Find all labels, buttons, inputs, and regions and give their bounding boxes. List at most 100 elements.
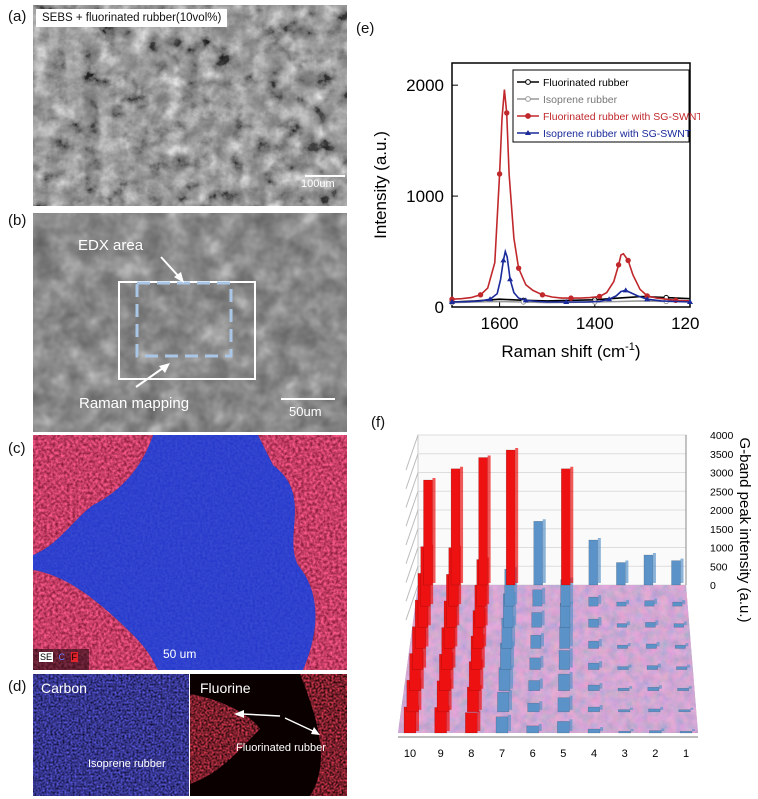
bar-side bbox=[570, 601, 574, 626]
bar-side bbox=[598, 617, 602, 626]
bar-side bbox=[600, 727, 603, 731]
panel-c-edx-map: 50 um SE C F bbox=[33, 435, 347, 670]
x-tick-label: 5 bbox=[560, 748, 566, 760]
bar bbox=[617, 687, 630, 691]
bar-side bbox=[515, 448, 519, 583]
edx-overlay-map bbox=[33, 435, 347, 670]
series-point bbox=[596, 293, 603, 300]
bar-side bbox=[661, 728, 665, 731]
side-grid-line bbox=[405, 528, 419, 564]
bar-side bbox=[652, 553, 656, 583]
bar-side bbox=[569, 648, 573, 668]
bar-side bbox=[487, 455, 491, 583]
series-point bbox=[507, 276, 514, 282]
y-axis-label: G-band peak intensity (a.u.) bbox=[736, 437, 753, 622]
y-tick-label: 2500 bbox=[710, 486, 734, 498]
bar-side bbox=[599, 661, 603, 668]
bar bbox=[644, 600, 655, 607]
bar bbox=[465, 712, 478, 734]
bar-side bbox=[538, 723, 542, 731]
bar bbox=[533, 521, 543, 586]
bar bbox=[530, 634, 542, 649]
bar-side bbox=[688, 686, 692, 689]
bar bbox=[616, 562, 626, 586]
series-point bbox=[515, 265, 522, 271]
bar-side bbox=[484, 583, 488, 626]
bar-side bbox=[569, 624, 573, 647]
y-tick-label: 3000 bbox=[710, 468, 734, 480]
bar-side bbox=[690, 707, 694, 710]
bar-side bbox=[483, 608, 487, 647]
bar bbox=[678, 709, 691, 713]
x-tick-label: 1600 bbox=[481, 314, 519, 333]
bar-side bbox=[598, 639, 602, 647]
y-tick-label: 4000 bbox=[710, 430, 734, 442]
bar-side bbox=[628, 664, 632, 668]
y-axis-label: Intensity (a.u.) bbox=[371, 131, 390, 239]
optical-micrograph bbox=[33, 5, 347, 206]
bar bbox=[643, 554, 654, 586]
bar-side bbox=[450, 652, 454, 689]
bar-side bbox=[539, 701, 543, 710]
bar bbox=[423, 479, 433, 586]
legend-f: F bbox=[70, 652, 79, 662]
bar-side bbox=[626, 600, 630, 605]
panel-e-label: (e) bbox=[356, 20, 375, 37]
series-point bbox=[622, 287, 629, 293]
side-grid-line bbox=[405, 584, 419, 621]
bar-side bbox=[539, 678, 543, 689]
bar-side bbox=[570, 577, 574, 605]
legend-marker bbox=[525, 96, 531, 102]
y-tick-label: 2000 bbox=[406, 76, 444, 95]
bar bbox=[588, 662, 600, 670]
bar bbox=[527, 702, 540, 713]
panel-d-label: (d) bbox=[8, 678, 27, 695]
raman-spectra-chart: 0 1000 2000 1600 1400 1200 Intensity (a.u.) Ram… bbox=[371, 62, 700, 361]
side-grid-line bbox=[405, 434, 419, 471]
bar-side bbox=[511, 640, 515, 668]
bar bbox=[618, 730, 631, 734]
bar bbox=[649, 730, 662, 734]
bar-side bbox=[682, 600, 686, 605]
bar bbox=[648, 708, 661, 713]
bar-side bbox=[418, 678, 422, 710]
bar-side bbox=[626, 621, 630, 626]
bar-side bbox=[477, 710, 481, 731]
bar bbox=[559, 626, 571, 649]
series-point bbox=[625, 257, 631, 264]
bar-side bbox=[508, 714, 511, 731]
x-tick-label: 4 bbox=[591, 748, 597, 760]
x-tick-label: 8 bbox=[468, 748, 474, 760]
series-point bbox=[522, 297, 529, 303]
bar-side bbox=[660, 706, 664, 710]
bar-side bbox=[687, 664, 691, 668]
bar bbox=[478, 457, 488, 586]
y-tick-label: 1000 bbox=[406, 187, 444, 206]
side-grid-line bbox=[405, 472, 419, 508]
bar-side bbox=[625, 560, 629, 583]
bar bbox=[532, 589, 543, 607]
side-grid-line bbox=[405, 547, 419, 583]
x-tick-label: 1200 bbox=[671, 314, 700, 333]
x-tick-label: 1 bbox=[683, 748, 689, 760]
bar-side bbox=[685, 643, 689, 647]
bar-side bbox=[510, 665, 514, 689]
y-tick-label: 500 bbox=[710, 561, 728, 573]
bar bbox=[617, 666, 629, 670]
bar-side bbox=[542, 519, 546, 583]
bar-side bbox=[654, 598, 658, 605]
bar bbox=[647, 687, 660, 691]
y-tick-label: 0 bbox=[710, 580, 716, 592]
bar bbox=[529, 657, 541, 670]
bar-side bbox=[420, 651, 424, 689]
panel-b-sem: EDX area Raman mapping 50um bbox=[33, 213, 347, 432]
bar bbox=[645, 622, 656, 628]
x-tick-label: 6 bbox=[530, 748, 536, 760]
bar-side bbox=[683, 621, 687, 626]
bar-side bbox=[597, 538, 601, 583]
bar bbox=[558, 650, 570, 670]
bar bbox=[676, 666, 688, 670]
series-point bbox=[487, 296, 494, 302]
bar-side bbox=[598, 595, 602, 605]
y-tick-label: 1500 bbox=[710, 524, 734, 536]
